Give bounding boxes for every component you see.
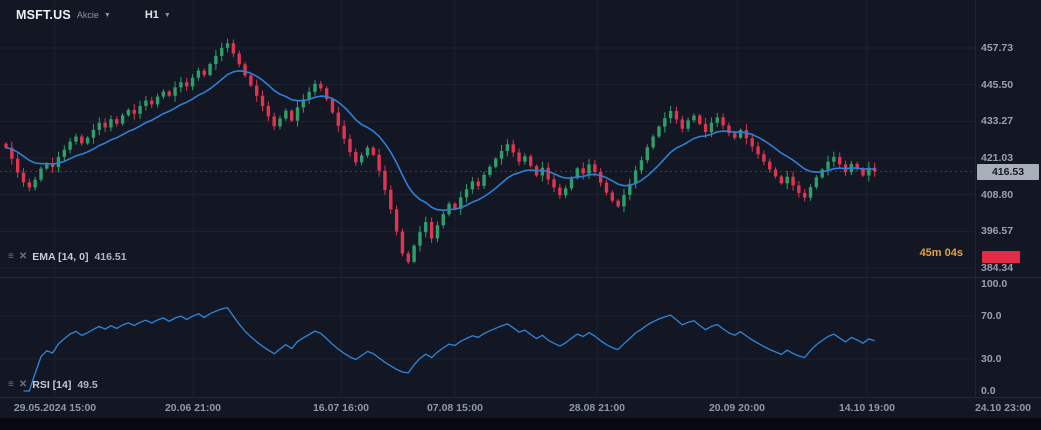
ema-indicator-value: 416.51	[94, 251, 127, 263]
time-axis-label: 20.06 21:00	[164, 402, 222, 414]
asset-type-label: Akcie	[76, 10, 99, 20]
price-axis-label: 445.50	[981, 79, 1014, 91]
price-axis-label: 433.27	[981, 115, 1014, 127]
indicator-close-icon[interactable]: ✕	[18, 379, 28, 390]
price-axis-label: 421.03	[981, 152, 1014, 164]
ema-indicator-row: ≡ ✕ EMA [14, 0] 416.51	[8, 251, 127, 263]
price-axis-label: 408.80	[981, 189, 1014, 201]
red-price-badge	[982, 251, 1020, 263]
price-axis-label: 396.57	[981, 225, 1014, 237]
panel-separator	[0, 277, 1041, 278]
last-price-badge[interactable]: 416.53	[977, 164, 1039, 180]
indicator-menu-icon[interactable]: ≡	[8, 251, 14, 262]
indicator-menu-icon[interactable]: ≡	[8, 379, 14, 390]
timeframe-label: H1	[144, 9, 159, 21]
time-axis-label: 16.07 16:00	[312, 402, 370, 414]
time-axis-label: 28.08 21:00	[568, 402, 626, 414]
chevron-down-icon: ▼	[163, 11, 171, 19]
rsi-indicator-row: ≡ ✕ RSI [14] 49.5	[8, 379, 98, 391]
time-axis-separator	[0, 397, 1041, 398]
price-axis-label: 384.34	[981, 262, 1014, 274]
time-axis-label: 24.10 23:00	[974, 402, 1032, 414]
rsi-axis-label: 0.0	[981, 385, 996, 397]
time-axis-label: 20.09 20:00	[708, 402, 766, 414]
rsi-indicator-panel[interactable]	[0, 278, 975, 396]
time-axis[interactable]: 29.05.2024 15:00 20.06 21:00 16.07 16:00 07…	[0, 398, 1041, 418]
chevron-down-icon[interactable]: ▼	[103, 11, 111, 19]
main-price-chart[interactable]	[0, 0, 975, 277]
ema-indicator-label: EMA [14, 0]	[32, 251, 89, 263]
candle-countdown: 45m 04s	[919, 247, 963, 259]
rsi-indicator-value: 49.5	[77, 379, 98, 391]
rsi-axis-label: 30.0	[981, 353, 1002, 365]
price-axis[interactable]: 416.53 457.73 445.50 433.27 421.03 408.80 396…	[975, 0, 1041, 398]
chart-header: MSFT.US Akcie ▼ H1 ▼	[16, 8, 171, 22]
timeframe-selector[interactable]: H1 ▼	[145, 9, 171, 21]
time-axis-label: 29.05.2024 15:00	[13, 402, 97, 414]
symbol-selector[interactable]: MSFT.US	[16, 8, 71, 22]
price-axis-label: 457.73	[981, 42, 1014, 54]
time-axis-label: 07.08 15:00	[426, 402, 484, 414]
time-axis-label: 14.10 19:00	[838, 402, 896, 414]
indicator-close-icon[interactable]: ✕	[18, 251, 28, 262]
rsi-axis-label: 100.0	[981, 278, 1008, 290]
rsi-axis-label: 70.0	[981, 310, 1002, 322]
footer-bar	[0, 418, 1041, 430]
rsi-indicator-label: RSI [14]	[32, 379, 72, 391]
